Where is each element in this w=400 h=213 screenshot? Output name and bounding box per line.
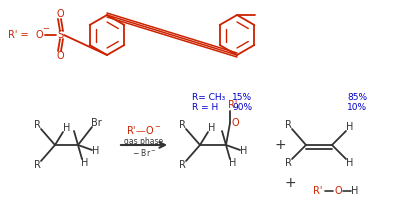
Text: H: H bbox=[63, 123, 71, 133]
Text: O: O bbox=[231, 118, 239, 128]
Text: H: H bbox=[346, 122, 354, 132]
Text: R: R bbox=[178, 160, 186, 170]
Text: H: H bbox=[346, 158, 354, 168]
Text: R = H: R = H bbox=[192, 104, 218, 112]
Text: S: S bbox=[57, 30, 63, 40]
Text: O: O bbox=[334, 186, 342, 196]
Text: H: H bbox=[208, 123, 216, 133]
Text: − Br$^-$: − Br$^-$ bbox=[132, 147, 156, 158]
Text: +: + bbox=[284, 176, 296, 190]
Text: H: H bbox=[81, 158, 89, 168]
Text: 85%: 85% bbox=[347, 92, 367, 102]
Text: R'—O$^-$: R'—O$^-$ bbox=[126, 124, 162, 136]
Text: O: O bbox=[56, 51, 64, 61]
Text: O: O bbox=[56, 9, 64, 19]
Text: R= CH₃: R= CH₃ bbox=[192, 92, 225, 102]
Text: R: R bbox=[34, 120, 40, 130]
Text: R: R bbox=[34, 160, 40, 170]
Text: 15%: 15% bbox=[232, 92, 252, 102]
Text: R' =: R' = bbox=[8, 30, 29, 40]
Text: Br: Br bbox=[91, 118, 101, 128]
Text: O: O bbox=[35, 30, 43, 40]
Text: R: R bbox=[284, 120, 292, 130]
Text: H: H bbox=[92, 146, 100, 156]
Text: +: + bbox=[274, 138, 286, 152]
Text: 10%: 10% bbox=[347, 104, 367, 112]
Text: H: H bbox=[229, 158, 237, 168]
Text: R': R' bbox=[313, 186, 323, 196]
Text: −: − bbox=[42, 24, 50, 33]
Text: H: H bbox=[351, 186, 359, 196]
Text: R': R' bbox=[228, 100, 238, 110]
Text: gas phase: gas phase bbox=[124, 138, 164, 147]
Text: R: R bbox=[284, 158, 292, 168]
Text: H: H bbox=[240, 146, 248, 156]
Text: 90%: 90% bbox=[232, 104, 252, 112]
Text: R: R bbox=[178, 120, 186, 130]
